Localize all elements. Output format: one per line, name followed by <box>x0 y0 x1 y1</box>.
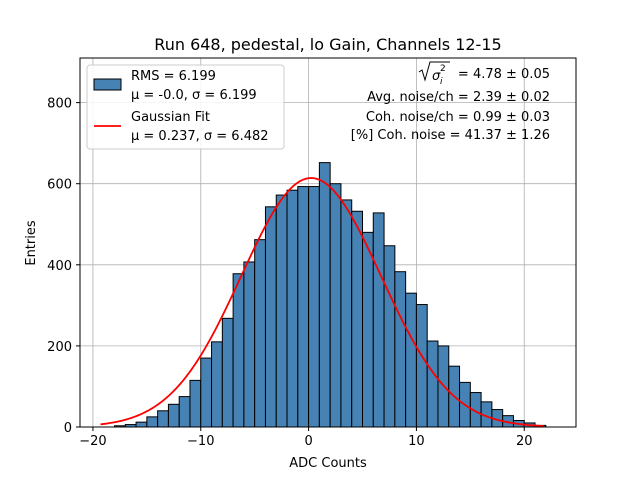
histogram-bar <box>297 186 310 428</box>
histogram-bar <box>189 379 202 428</box>
histogram-bar <box>329 183 342 428</box>
y-tick-label: 400 <box>47 259 72 274</box>
histogram-bar <box>243 261 256 428</box>
x-tick-label: 10 <box>408 434 425 449</box>
histogram-bar <box>318 162 331 428</box>
histogram-bar <box>254 239 266 428</box>
histogram-bar <box>383 245 396 428</box>
x-tick-label: −10 <box>187 434 214 449</box>
x-axis-label: ADC Counts <box>289 456 367 471</box>
svg-text:σ: σ <box>432 69 441 84</box>
legend: RMS = 6.199 μ = -0.0, σ = 6.199 Gaussian… <box>86 64 285 150</box>
histogram-bar <box>275 194 288 428</box>
histogram-bar <box>167 403 180 428</box>
histogram-bar <box>362 231 374 428</box>
y-tick-label: 800 <box>47 97 72 112</box>
gaussian-fit-curve <box>100 177 544 427</box>
legend-entry-2-line-2: μ = 0.237, σ = 6.482 <box>131 129 269 144</box>
histogram-bar <box>340 199 353 428</box>
legend-entry-2-line-1: Gaussian Fit <box>131 110 210 125</box>
legend-box <box>86 64 285 150</box>
histogram-bar <box>426 340 439 428</box>
histogram-bar <box>405 292 417 428</box>
histogram-bar <box>372 212 385 428</box>
histogram-bar <box>286 189 299 428</box>
plot-frame <box>79 57 577 428</box>
histogram-bar <box>264 206 277 428</box>
histogram-bar <box>178 396 191 428</box>
histogram-bar <box>200 357 213 428</box>
histogram-bar <box>157 410 169 428</box>
x-axis-ticks: −20 −10 0 10 20 <box>79 427 533 449</box>
svg-text:i: i <box>440 77 443 87</box>
y-tick-label: 0 <box>64 421 72 436</box>
x-tick-label: −20 <box>79 434 106 449</box>
coh-noise-percent-text: [%] Coh. noise = 41.37 ± 1.26 <box>351 128 550 143</box>
histogram-bar <box>394 271 407 428</box>
sigma-total-value: = 4.78 ± 0.05 <box>458 67 550 82</box>
avg-noise-text: Avg. noise/ch = 2.39 ± 0.02 <box>367 90 550 105</box>
sigma-sqrt-symbol: σ 2 i <box>418 61 450 87</box>
histogram-bar <box>135 421 148 428</box>
histogram-bar <box>146 416 159 428</box>
histogram-bar <box>415 304 428 428</box>
histogram-bar <box>351 210 364 428</box>
legend-entry-1-line-1: RMS = 6.199 <box>131 69 216 84</box>
svg-text:2: 2 <box>440 64 446 74</box>
x-tick-label: 20 <box>516 434 533 449</box>
coh-noise-text: Coh. noise/ch = 0.99 ± 0.03 <box>366 110 550 125</box>
histogram-bar <box>308 186 320 428</box>
y-tick-label: 200 <box>47 340 72 355</box>
histogram-bar <box>232 273 245 428</box>
histogram-bar <box>221 317 234 428</box>
chart-title: Run 648, pedestal, lo Gain, Channels 12-… <box>154 35 501 54</box>
x-tick-label: 0 <box>304 434 312 449</box>
y-axis-ticks: 0 200 400 600 800 <box>47 97 80 436</box>
histogram-bar <box>211 341 223 428</box>
y-tick-label: 600 <box>47 178 72 193</box>
legend-patch-swatch <box>93 78 122 91</box>
y-axis-label: Entries <box>24 220 39 266</box>
histogram-bars <box>114 162 547 428</box>
legend-entry-1-line-2: μ = -0.0, σ = 6.199 <box>131 88 257 103</box>
noise-annotations: σ 2 i = 4.78 ± 0.05 Avg. noise/ch = 2.39… <box>351 61 550 143</box>
